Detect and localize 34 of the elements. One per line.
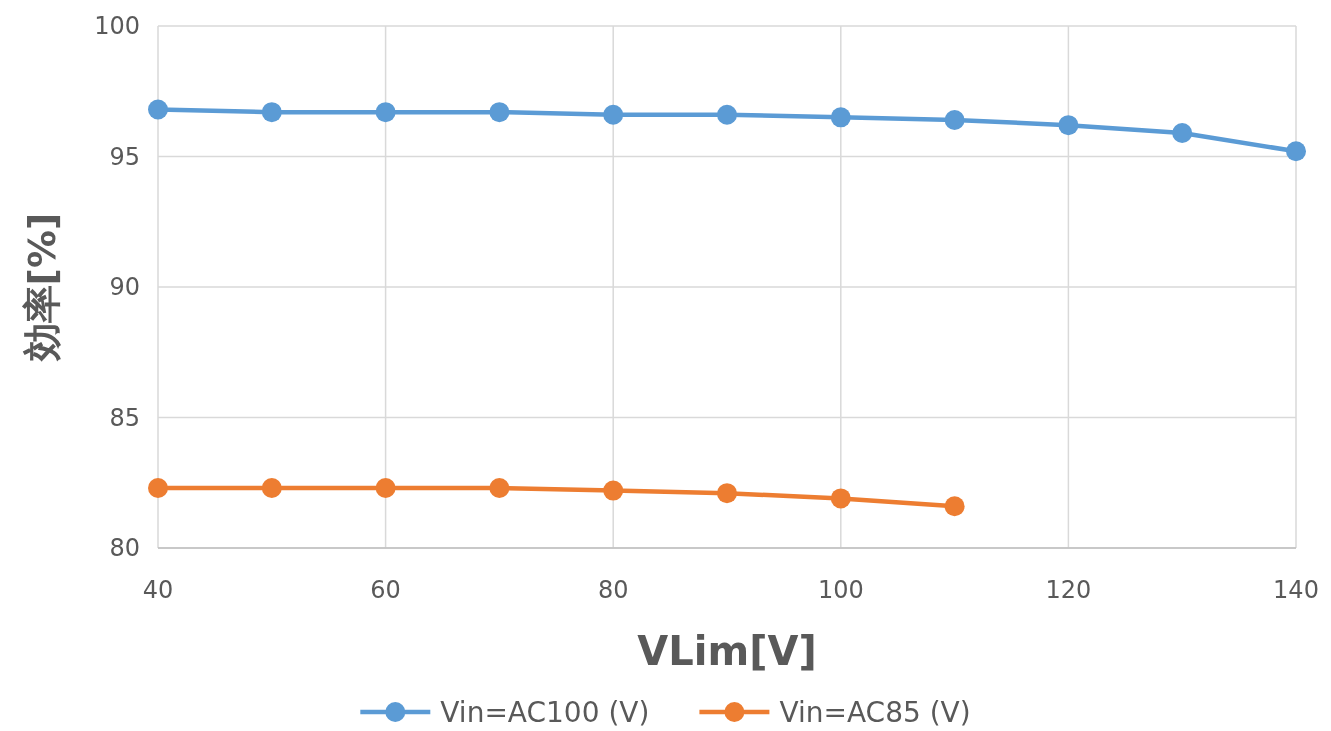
point [148,477,168,498]
x-tick-label: 80 [597,576,629,604]
x-tick-label: 120 [1045,576,1092,604]
x-axis-title: VLim[V] [637,628,817,674]
point [717,483,737,504]
y-tick-label: 85 [109,403,140,432]
y-tick-label: 100 [94,12,140,40]
legend-label: Vin=AC100 (V) [440,696,650,729]
y-tick-label: 80 [109,534,140,562]
point [489,477,510,498]
point [830,488,851,509]
point [261,477,282,498]
legend-label: Vin=AC85 (V) [779,696,971,729]
y-axis-title: 効率[%] [20,212,64,363]
point [830,107,851,128]
point [261,102,282,123]
point [1286,141,1306,162]
point [375,477,396,498]
point [944,496,965,517]
point [603,480,624,501]
point [1058,115,1079,136]
x-tick-label: 60 [370,576,401,604]
x-tick-label: 140 [1273,576,1319,604]
x-tick-label: 40 [142,576,174,604]
y-tick-label: 95 [109,142,140,171]
point [603,104,624,125]
point [375,102,396,123]
point [489,102,510,123]
x-tick-label: 100 [817,576,864,604]
point [944,109,965,130]
point [717,104,737,125]
y-tick-label: 90 [109,273,140,301]
point [1172,123,1193,144]
point [148,99,168,120]
